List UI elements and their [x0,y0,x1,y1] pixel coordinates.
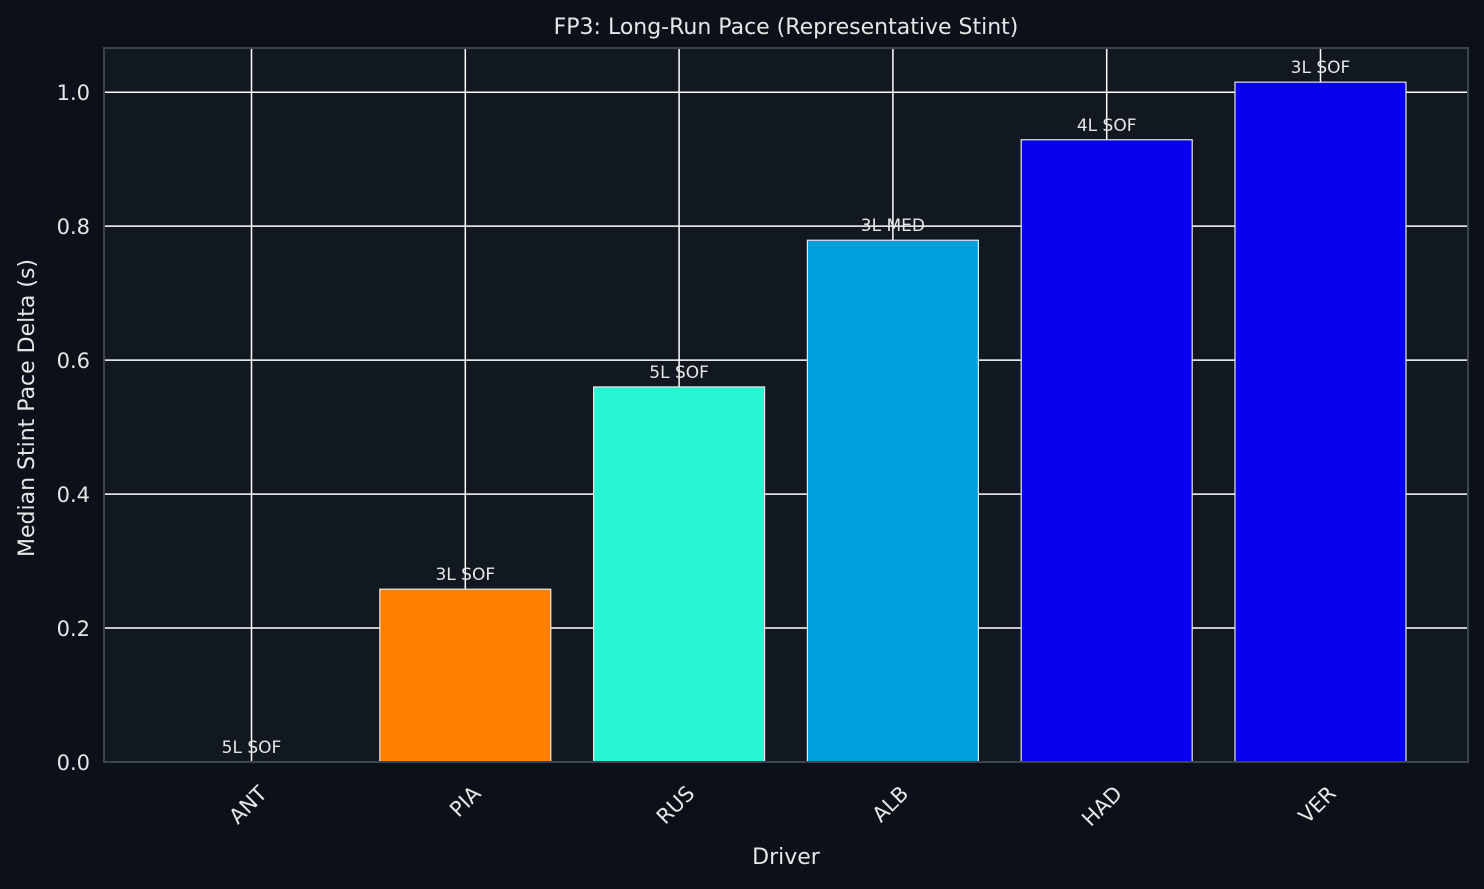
bar-data-label: 3L MED [861,216,925,236]
y-tick-label: 0.4 [57,483,90,507]
plot-frame [103,47,1469,763]
bar-ver [1234,81,1407,763]
bar-data-label: 4L SOF [1077,116,1137,136]
y-tick-label: 0.8 [57,215,90,239]
bar-rus [592,386,766,763]
bar-data-label: 5L SOF [222,738,282,758]
y-tick-label: 0.0 [57,751,90,775]
y-tick-label: 1.0 [57,81,90,105]
chart-title: FP3: Long-Run Pace (Representative Stint… [554,15,1019,40]
bar-data-label: 3L SOF [435,565,495,585]
bar-pia [379,588,552,763]
x-axis-label: Driver [752,845,821,870]
bar-alb [806,239,980,763]
y-axis-label: Median Stint Pace Delta (s) [15,259,40,557]
y-tick-label: 0.6 [57,349,90,373]
y-tick-label: 0.2 [57,617,90,641]
bar-had [1020,139,1193,763]
bar-data-label: 5L SOF [649,363,709,383]
bar-data-label: 3L SOF [1291,58,1351,78]
